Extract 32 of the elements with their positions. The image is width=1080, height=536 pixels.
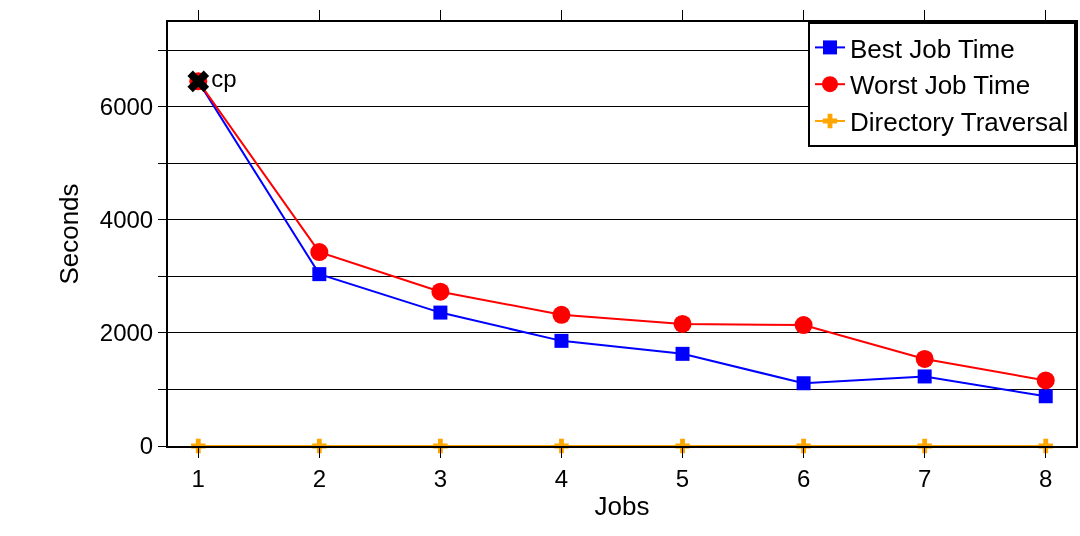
x-tick-label: 4	[554, 464, 569, 492]
point	[675, 346, 690, 361]
x-tick-label: 6	[796, 464, 811, 492]
y-tick-label: 6000	[99, 93, 154, 121]
point	[554, 333, 569, 348]
point	[552, 305, 571, 324]
x-tick-label: 2	[312, 464, 327, 492]
y-tick-label: 2000	[99, 319, 154, 347]
x-tick-label: 7	[917, 464, 932, 492]
x-tick-label: 3	[433, 464, 448, 492]
legend-label: Best Job Time	[850, 33, 1015, 64]
x-axis-title: Jobs	[594, 491, 650, 521]
point	[673, 314, 692, 333]
legend-label: Worst Job Time	[850, 70, 1031, 101]
point	[312, 267, 327, 282]
point	[794, 316, 813, 335]
x-tick-label: 1	[191, 464, 205, 492]
legend-label: Directory Traversal	[850, 107, 1069, 138]
y-tick-label: 0	[139, 432, 154, 460]
series-label: cp	[211, 65, 237, 93]
point	[796, 376, 811, 391]
y-axis-title: Seconds	[53, 183, 84, 285]
x-tick-label: 8	[1039, 464, 1053, 492]
point	[431, 282, 450, 301]
y-tick-label: 4000	[99, 206, 154, 234]
point	[917, 369, 932, 384]
point	[310, 243, 329, 262]
point	[915, 349, 934, 368]
point	[1038, 389, 1053, 404]
point	[1036, 371, 1055, 390]
x-tick-label: 5	[675, 464, 690, 492]
point	[433, 305, 448, 320]
